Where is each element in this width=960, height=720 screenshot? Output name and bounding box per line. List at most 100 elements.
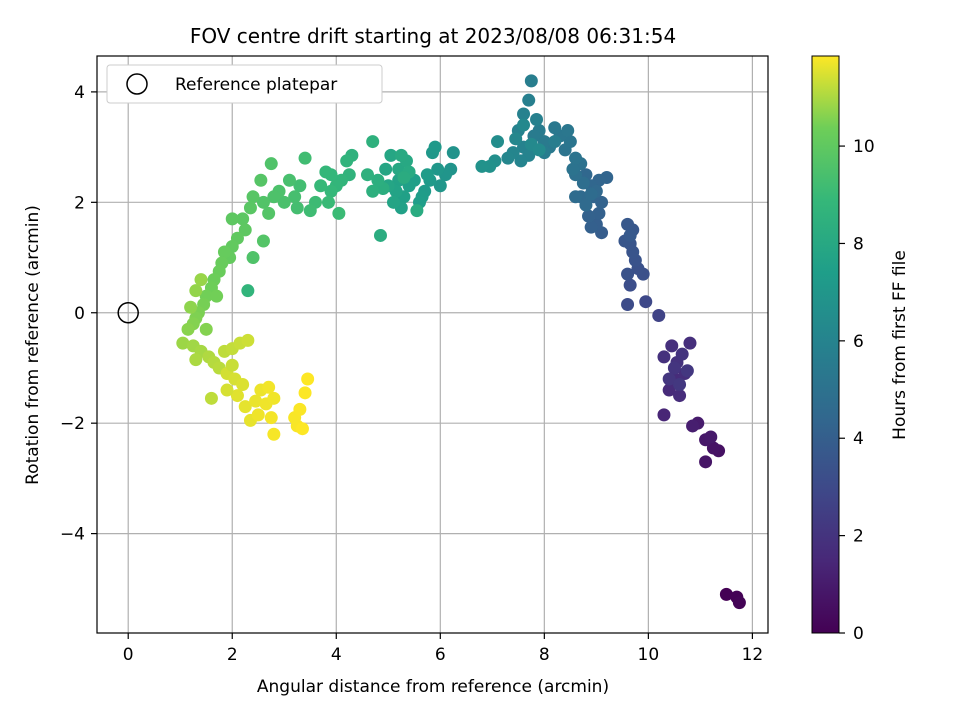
scatter-point <box>220 383 234 397</box>
scatter-point <box>236 378 250 392</box>
scatter-point <box>623 278 637 292</box>
scatter-point <box>225 358 239 372</box>
colorbar-tick-label: 4 <box>853 429 864 449</box>
x-tick-label: 10 <box>638 645 660 665</box>
scatter-point <box>293 179 307 193</box>
scatter-point <box>686 419 700 433</box>
scatter-points <box>117 74 746 610</box>
colorbar-tick-label: 0 <box>853 624 864 644</box>
x-axis-label: Angular distance from reference (arcmin) <box>257 677 609 697</box>
scatter-point <box>366 184 380 198</box>
scatter-point <box>282 173 296 187</box>
colorbar-tick-label: 8 <box>853 234 864 254</box>
scatter-point <box>397 170 411 184</box>
legend-marker-reference <box>126 73 148 95</box>
scatter-point <box>303 204 317 218</box>
y-tick-label: 2 <box>74 193 85 213</box>
scatter-point <box>243 201 257 215</box>
scatter-point <box>621 217 635 231</box>
scatter-point <box>673 389 687 403</box>
scatter-point <box>295 422 309 436</box>
x-tick-label: 6 <box>435 645 446 665</box>
scatter-point <box>706 441 720 455</box>
scatter-point <box>277 195 291 209</box>
scatter-point <box>475 159 489 173</box>
legend-box <box>106 64 383 104</box>
y-tick-label: −4 <box>60 525 85 545</box>
scatter-point <box>657 350 671 364</box>
colorbar-ticks: 0 2 4 6 8 10 <box>839 137 875 644</box>
scatter-point <box>446 146 460 160</box>
x-tick-label: 12 <box>742 645 764 665</box>
scatter-point <box>288 190 302 204</box>
scatter-point <box>433 179 447 193</box>
scatter-point <box>719 587 733 601</box>
y-tick-label: 4 <box>74 83 85 103</box>
scatter-point <box>386 195 400 209</box>
scatter-point <box>652 309 666 323</box>
scatter-point <box>267 190 281 204</box>
scatter-point <box>732 596 746 610</box>
scatter-point <box>522 93 536 107</box>
scatter-point <box>321 195 335 209</box>
scatter-point <box>301 372 315 386</box>
chart-title: FOV centre drift starting at 2023/08/08 … <box>190 24 676 48</box>
scatter-point <box>514 154 528 168</box>
scatter-point <box>667 361 681 375</box>
scatter-point <box>384 148 398 162</box>
scatter-point <box>420 168 434 182</box>
scatter-point <box>199 322 213 336</box>
scatter-point <box>189 284 203 298</box>
scatter-point <box>394 148 408 162</box>
y-tick-label: −2 <box>60 414 85 434</box>
colorbar: 0 2 4 6 8 10 Hours from first FF file <box>811 55 910 644</box>
colorbar-tick-label: 6 <box>853 332 864 352</box>
scatter-point <box>246 251 260 265</box>
x-axis-ticks: 0 2 4 6 8 10 12 <box>123 633 763 665</box>
scatter-point <box>501 151 515 165</box>
scatter-point <box>680 364 694 378</box>
scatter-point <box>410 204 424 218</box>
scatter-point <box>298 386 312 400</box>
scatter-point <box>569 151 583 165</box>
scatter-point <box>699 455 713 469</box>
scatter-point <box>569 190 583 204</box>
scatter-point <box>210 289 224 303</box>
scatter-point <box>262 380 276 394</box>
scatter-point <box>264 157 278 171</box>
scatter-point <box>267 427 281 441</box>
scatter-point <box>548 121 562 135</box>
scatter-point <box>225 212 239 226</box>
scatter-point <box>566 162 580 176</box>
scatter-point <box>584 187 598 201</box>
colorbar-gradient <box>811 55 840 634</box>
scatter-point <box>576 176 590 190</box>
scatter-point <box>563 135 577 149</box>
scatter-point <box>241 333 255 347</box>
colorbar-tick-label: 10 <box>853 137 875 157</box>
scatter-point <box>236 212 250 226</box>
scatter-point <box>254 173 268 187</box>
legend-label-reference: Reference platepar <box>175 75 337 95</box>
scatter-point <box>267 391 281 405</box>
scatter-point <box>639 295 653 309</box>
scatter-point <box>290 201 304 215</box>
scatter-point <box>621 297 635 311</box>
scatter-point <box>176 336 190 350</box>
scatter-point <box>675 347 689 361</box>
scatter-point <box>238 223 252 237</box>
scatter-point <box>509 132 523 146</box>
scatter-point <box>704 430 718 444</box>
scatter-point <box>293 402 307 416</box>
scatter-point <box>371 173 385 187</box>
scatter-point <box>665 339 679 353</box>
scatter-point <box>532 143 546 157</box>
scatter-point <box>428 140 442 154</box>
scatter-point <box>662 372 676 386</box>
scatter-point <box>217 245 231 259</box>
scatter-point <box>530 112 544 126</box>
legend: Reference platepar <box>106 64 383 104</box>
scatter-point <box>673 378 687 392</box>
scatter-point <box>246 190 260 204</box>
